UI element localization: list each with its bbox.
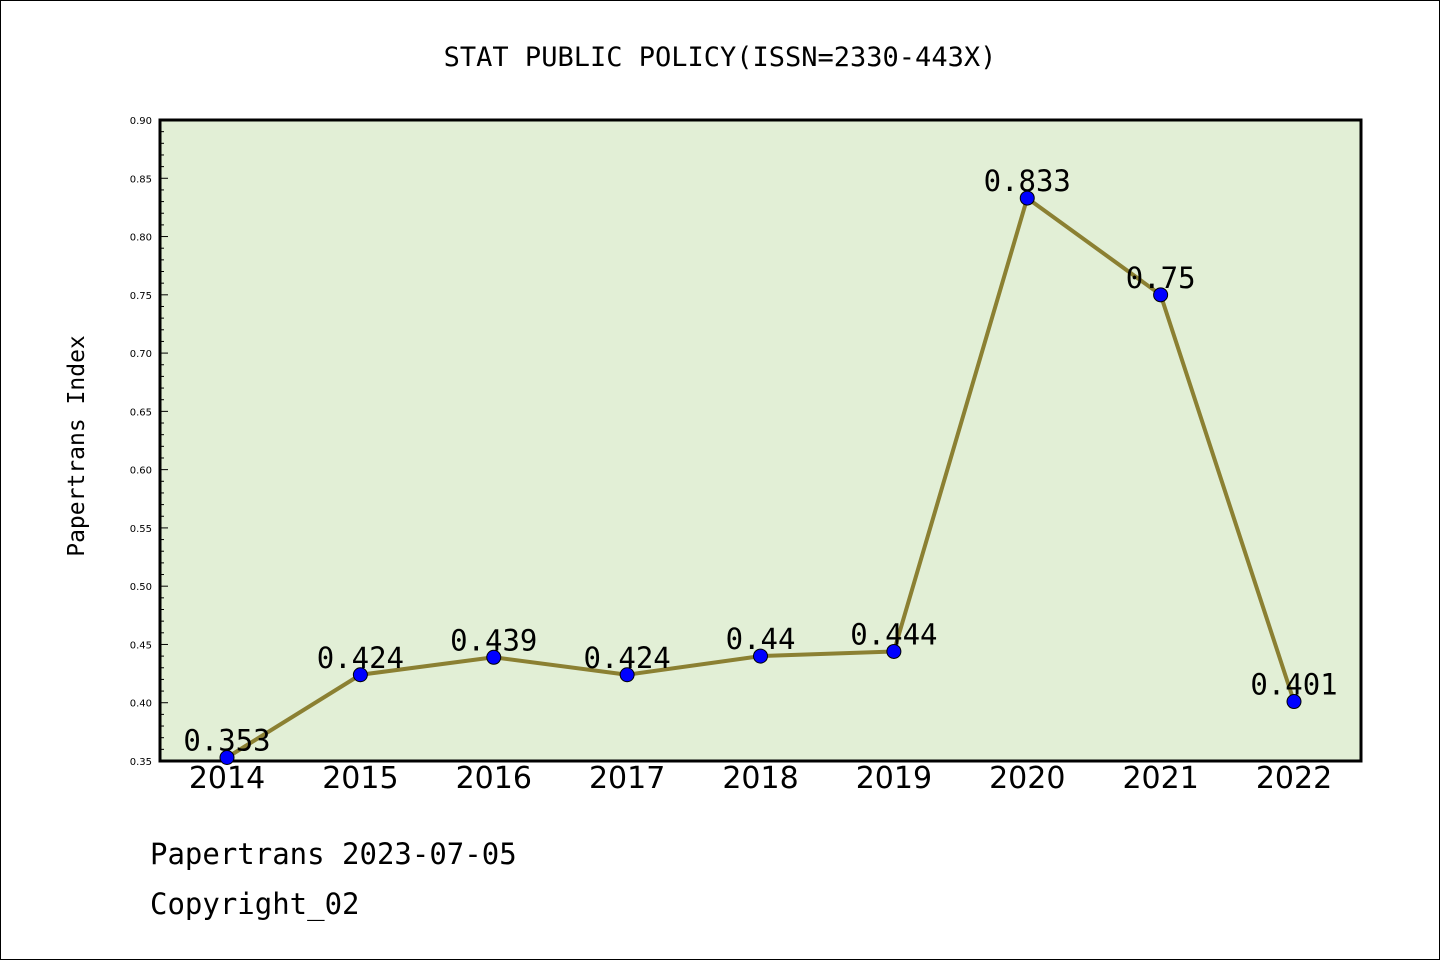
y-tick-label: 0.85: [130, 174, 152, 185]
data-point: [219, 750, 235, 766]
y-tick-label: 0.65: [130, 407, 152, 418]
y-tick-label: 0.90: [130, 116, 152, 127]
x-axis: 2014 2015 2016 2017 2018 2019 2020 2021 2022: [189, 761, 1332, 796]
footer-copyright: Copyright_02: [150, 887, 360, 922]
x-tick-label: 2021: [1122, 761, 1198, 796]
data-point: [1019, 190, 1035, 206]
data-label: 0.424: [317, 641, 404, 675]
y-tick-label: 0.35: [130, 757, 152, 768]
y-tick-label: 0.70: [130, 349, 152, 360]
x-tick-label: 2019: [856, 761, 932, 796]
footer-date: Papertrans 2023-07-05: [150, 837, 517, 871]
data-label: 0.444: [850, 617, 937, 651]
x-tick-label: 2014: [189, 761, 265, 796]
data-point: [1286, 694, 1302, 710]
data-label: 0.44: [726, 622, 796, 656]
x-tick-label: 2020: [989, 761, 1065, 796]
data-point: [486, 649, 502, 665]
y-tick-label: 0.75: [130, 291, 152, 302]
data-point: [1153, 287, 1169, 303]
data-label: 0.353: [183, 724, 270, 758]
y-axis: 0.35 0.40 0.45 0.50 0.55 0.60 0.65 0.70 0.75 0.80…: [130, 116, 168, 768]
x-tick-label: 2016: [456, 761, 532, 796]
x-tick-label: 2018: [722, 761, 798, 796]
data-labels: 0.353 0.424 0.439 0.424 0.44 0.444 0.833 0.75 0.…: [183, 164, 1337, 757]
data-markers: [219, 190, 1302, 766]
y-tick-label: 0.60: [130, 466, 152, 477]
data-point: [352, 667, 368, 683]
data-point: [753, 648, 768, 664]
data-label: 0.439: [450, 623, 537, 657]
data-point: [886, 643, 902, 659]
x-tick-label: 2022: [1256, 761, 1332, 796]
y-tick-label: 0.80: [130, 233, 152, 244]
y-axis-label: Papertrans Index: [64, 335, 90, 557]
y-tick-label: 0.55: [130, 524, 152, 535]
chart-title: STAT PUBLIC POLICY(ISSN=2330-443X): [444, 42, 997, 73]
y-tick-label: 0.45: [130, 640, 152, 651]
y-tick-label: 0.40: [130, 699, 152, 710]
data-point: [619, 667, 635, 683]
data-label: 0.833: [984, 164, 1071, 198]
data-label: 0.424: [583, 641, 670, 675]
y-tick-label: 0.50: [130, 582, 152, 593]
data-label: 0.75: [1126, 261, 1196, 295]
x-tick-label: 2015: [322, 761, 398, 796]
x-tick-label: 2017: [589, 761, 665, 796]
data-label: 0.401: [1250, 668, 1337, 702]
